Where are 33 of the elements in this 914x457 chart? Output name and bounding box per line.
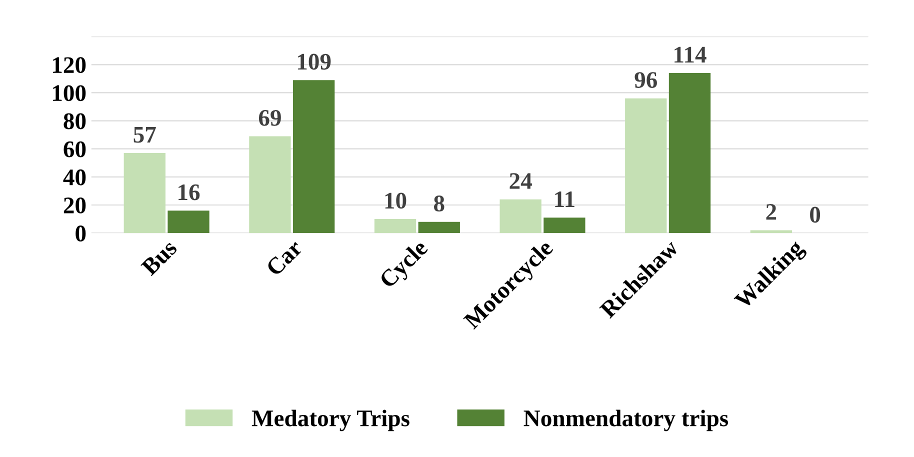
data-label: 11 bbox=[555, 191, 574, 208]
bar bbox=[374, 219, 416, 234]
bar bbox=[500, 199, 542, 234]
y-tick-label: 0 bbox=[76, 226, 86, 242]
bar bbox=[544, 218, 586, 234]
data-label: 96 bbox=[634, 72, 657, 88]
bar bbox=[124, 153, 166, 234]
data-label: 24 bbox=[510, 173, 532, 189]
x-tick-label: Bus bbox=[140, 238, 178, 276]
bar bbox=[292, 80, 335, 234]
data-label: 57 bbox=[134, 127, 156, 143]
y-tick-label: 40 bbox=[63, 169, 86, 186]
data-label: 109 bbox=[298, 54, 331, 70]
x-tick-label: Car bbox=[265, 238, 304, 277]
bar bbox=[249, 136, 291, 234]
y-tick-label: 20 bbox=[64, 197, 86, 214]
data-label: 8 bbox=[434, 196, 444, 212]
y-tick-label: 80 bbox=[64, 113, 86, 130]
bar bbox=[625, 98, 667, 234]
y-tick-label: 100 bbox=[53, 85, 86, 102]
bar bbox=[168, 210, 210, 234]
data-label: 114 bbox=[674, 46, 706, 62]
data-label: 10 bbox=[385, 192, 406, 209]
y-tick-label: 60 bbox=[64, 141, 86, 158]
bar bbox=[418, 222, 460, 234]
legend-label: Medatory Trips bbox=[252, 410, 410, 432]
bar bbox=[668, 73, 711, 234]
legend-label: Nonmendatory trips bbox=[524, 410, 728, 432]
data-label: 2 bbox=[766, 204, 776, 220]
y-tick-label: 120 bbox=[53, 57, 86, 74]
data-label: 0 bbox=[810, 206, 820, 223]
data-label: 16 bbox=[178, 184, 200, 200]
data-label: 69 bbox=[258, 110, 281, 126]
